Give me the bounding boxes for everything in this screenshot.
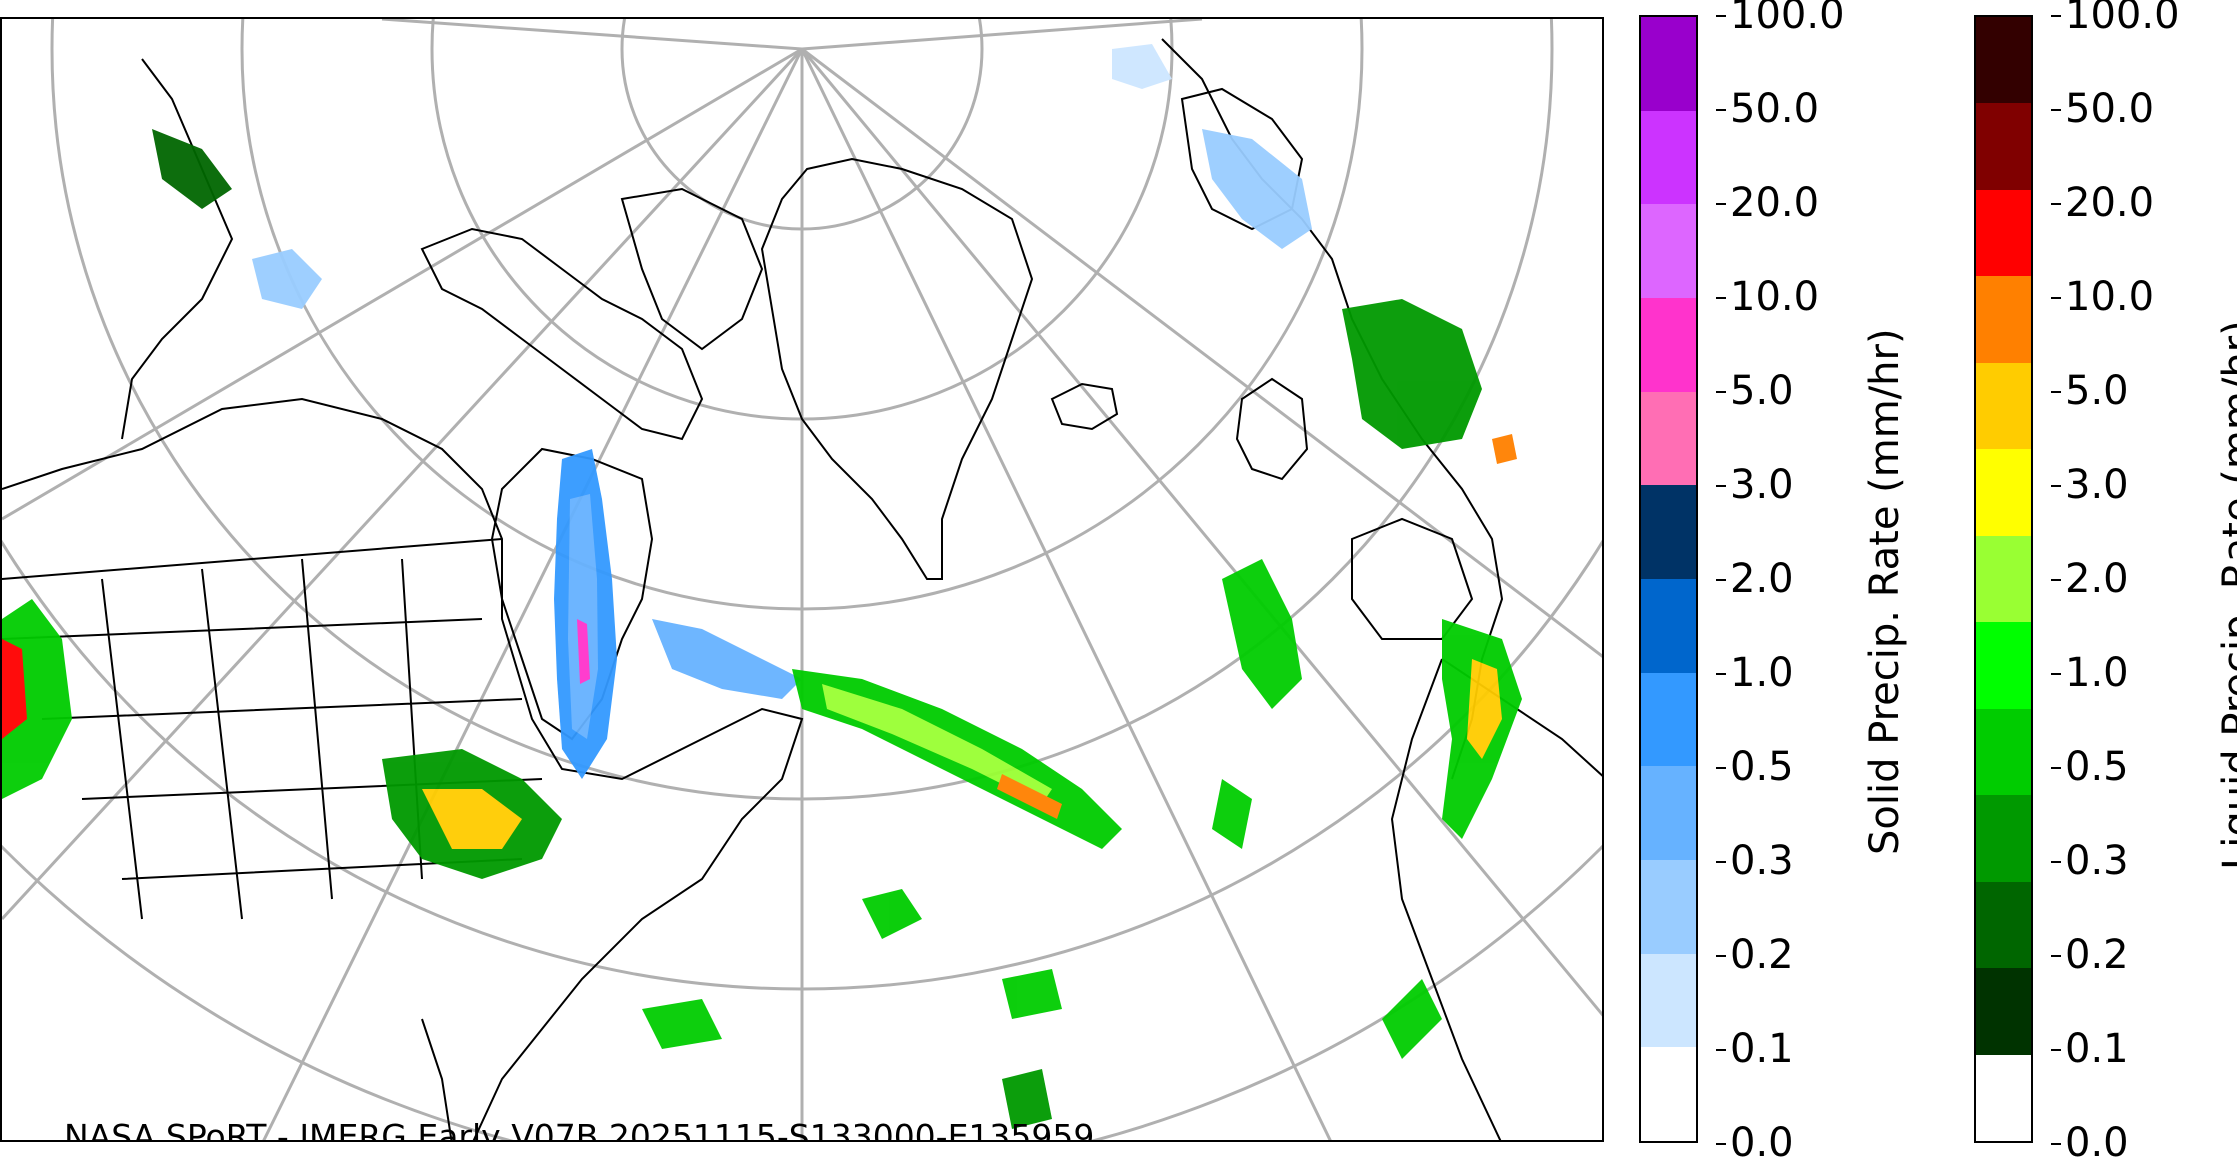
liquid-colorbar-segment: [1976, 708, 2031, 796]
solid-colorbar-tick-label: 20.0: [1715, 180, 1820, 226]
rain-scattered-2: [1002, 969, 1062, 1019]
liquid-precip-areas: [2, 129, 1522, 1129]
liquid-colorbar-tick-label: 2.0: [2051, 556, 2129, 602]
greenland-coast: [760, 157, 1034, 580]
solid-precip-areas: [252, 44, 1312, 779]
solid-colorbar-tick-label: 2.0: [1716, 556, 1794, 602]
graticule: [2, 19, 1602, 1140]
liquid-colorbar-segment: [1976, 16, 2031, 104]
rain-europe-orange: [1492, 434, 1517, 464]
liquid-colorbar-segment: [1976, 102, 2031, 190]
liquid-colorbar-tick-label: 1.0: [2051, 650, 2129, 696]
liquid-precip-colorbar: [1974, 15, 2033, 1143]
rain-scattered-5: [1002, 1069, 1052, 1129]
liquid-colorbar-tick-label: 10.0: [2050, 274, 2155, 320]
solid-colorbar-tick-label: 0.3: [1716, 838, 1794, 884]
liquid-colorbar-tick-label: 0.2: [2051, 932, 2129, 978]
snow-alaska: [252, 249, 322, 309]
solid-colorbar-tick-label: 5.0: [1716, 368, 1794, 414]
solid-colorbar-tick-label: 1.0: [1716, 650, 1794, 696]
rain-scattered-1: [862, 889, 922, 939]
liquid-colorbar-tick-label: 0.1: [2051, 1026, 2129, 1072]
liquid-colorbar-tick-label: 50.0: [2050, 86, 2155, 132]
liquid-colorbar-segment: [1976, 362, 2031, 450]
liquid-colorbar-tick-label: 0.3: [2051, 838, 2129, 884]
solid-colorbar-segment: [1641, 297, 1696, 392]
liquid-colorbar-segment: [1976, 967, 2031, 1055]
liquid-colorbar-segment: [1976, 448, 2031, 536]
map-canvas: [2, 19, 1602, 1140]
solid-colorbar-tick-label: 0.0: [1716, 1120, 1794, 1166]
baffin-island: [620, 187, 764, 351]
solid-colorbar-segment: [1641, 1046, 1696, 1141]
liquid-colorbar-tick-label: 100.0: [2051, 0, 2180, 35]
snow-top-arctic: [1112, 44, 1172, 89]
solid-colorbar-tick-label: 0.2: [1716, 932, 1794, 978]
solid-colorbar-segment: [1641, 578, 1696, 673]
snow-band-hudson-core: [568, 494, 598, 739]
rain-great-lakes-core: [422, 789, 522, 849]
liquid-colorbar-tick-label: 3.0: [2051, 462, 2129, 508]
solid-colorbar-segment: [1641, 953, 1696, 1048]
iceland-coast: [1050, 382, 1119, 431]
liquid-colorbar-segment: [1976, 794, 2031, 882]
snow-scandinavia: [1202, 129, 1312, 249]
solid-colorbar-segment: [1641, 672, 1696, 767]
rain-atlantic-band-orange: [997, 774, 1062, 819]
rain-scattered-4: [1382, 979, 1442, 1059]
rain-west-africa-core: [1467, 659, 1502, 759]
rain-west-coast-red: [2, 639, 27, 739]
arctic-islands: [420, 227, 704, 441]
solid-colorbar-segment: [1641, 203, 1696, 298]
solid-colorbar-segment: [1641, 110, 1696, 205]
solid-colorbar-tick-label: 100.0: [1716, 0, 1845, 35]
alaska-coast: [121, 58, 234, 440]
liquid-colorbar-tick-label: 0.5: [2051, 744, 2129, 790]
snow-labrador: [652, 619, 802, 699]
solid-precip-colorbar: [1639, 15, 1698, 1143]
liquid-colorbar-label: Liquid Precip. Rate (mm/hr): [2215, 320, 2237, 870]
iberia-coast: [1351, 517, 1474, 640]
british-isles: [1235, 377, 1309, 481]
snow-pink-cells: [577, 619, 590, 684]
solid-colorbar-segment: [1641, 765, 1696, 860]
liquid-colorbar-segment: [1976, 275, 2031, 363]
liquid-colorbar-segment: [1976, 535, 2031, 623]
liquid-colorbar-segment: [1976, 621, 2031, 709]
rain-alaska-gulf: [152, 129, 232, 209]
liquid-colorbar-tick-label: 0.0: [2051, 1120, 2129, 1166]
precipitation-map: NASA SPoRT - IMERG Early V07B 20251115-S…: [0, 17, 1604, 1142]
liquid-colorbar-tick-label: 5.0: [2051, 368, 2129, 414]
solid-colorbar-segment: [1641, 391, 1696, 486]
north-america-coast: [2, 397, 804, 1140]
solid-colorbar-label: Solid Precip. Rate (mm/hr): [1862, 328, 1908, 855]
rain-north-atlantic: [1212, 779, 1252, 849]
rain-scattered-3: [642, 999, 722, 1049]
map-credit-text: NASA SPoRT - IMERG Early V07B 20251115-S…: [64, 1117, 1095, 1142]
us-states-grid: [2, 538, 543, 920]
rain-atlantic-band-core: [822, 684, 1052, 804]
liquid-colorbar-segment: [1976, 189, 2031, 277]
rain-europe: [1342, 299, 1482, 449]
liquid-colorbar-segment: [1976, 881, 2031, 969]
solid-colorbar-tick-label: 0.1: [1716, 1026, 1794, 1072]
rain-azores: [1222, 559, 1302, 709]
solid-colorbar-tick-label: 0.5: [1716, 744, 1794, 790]
solid-colorbar-segment: [1641, 859, 1696, 954]
solid-colorbar-segment: [1641, 16, 1696, 111]
solid-colorbar-tick-label: 3.0: [1716, 462, 1794, 508]
liquid-colorbar-tick-label: 20.0: [2050, 180, 2155, 226]
liquid-colorbar-segment: [1976, 1054, 2031, 1141]
solid-colorbar-segment: [1641, 484, 1696, 579]
solid-colorbar-tick-label: 50.0: [1715, 86, 1820, 132]
florida-coast: [421, 1018, 453, 1140]
solid-colorbar-tick-label: 10.0: [1715, 274, 1820, 320]
